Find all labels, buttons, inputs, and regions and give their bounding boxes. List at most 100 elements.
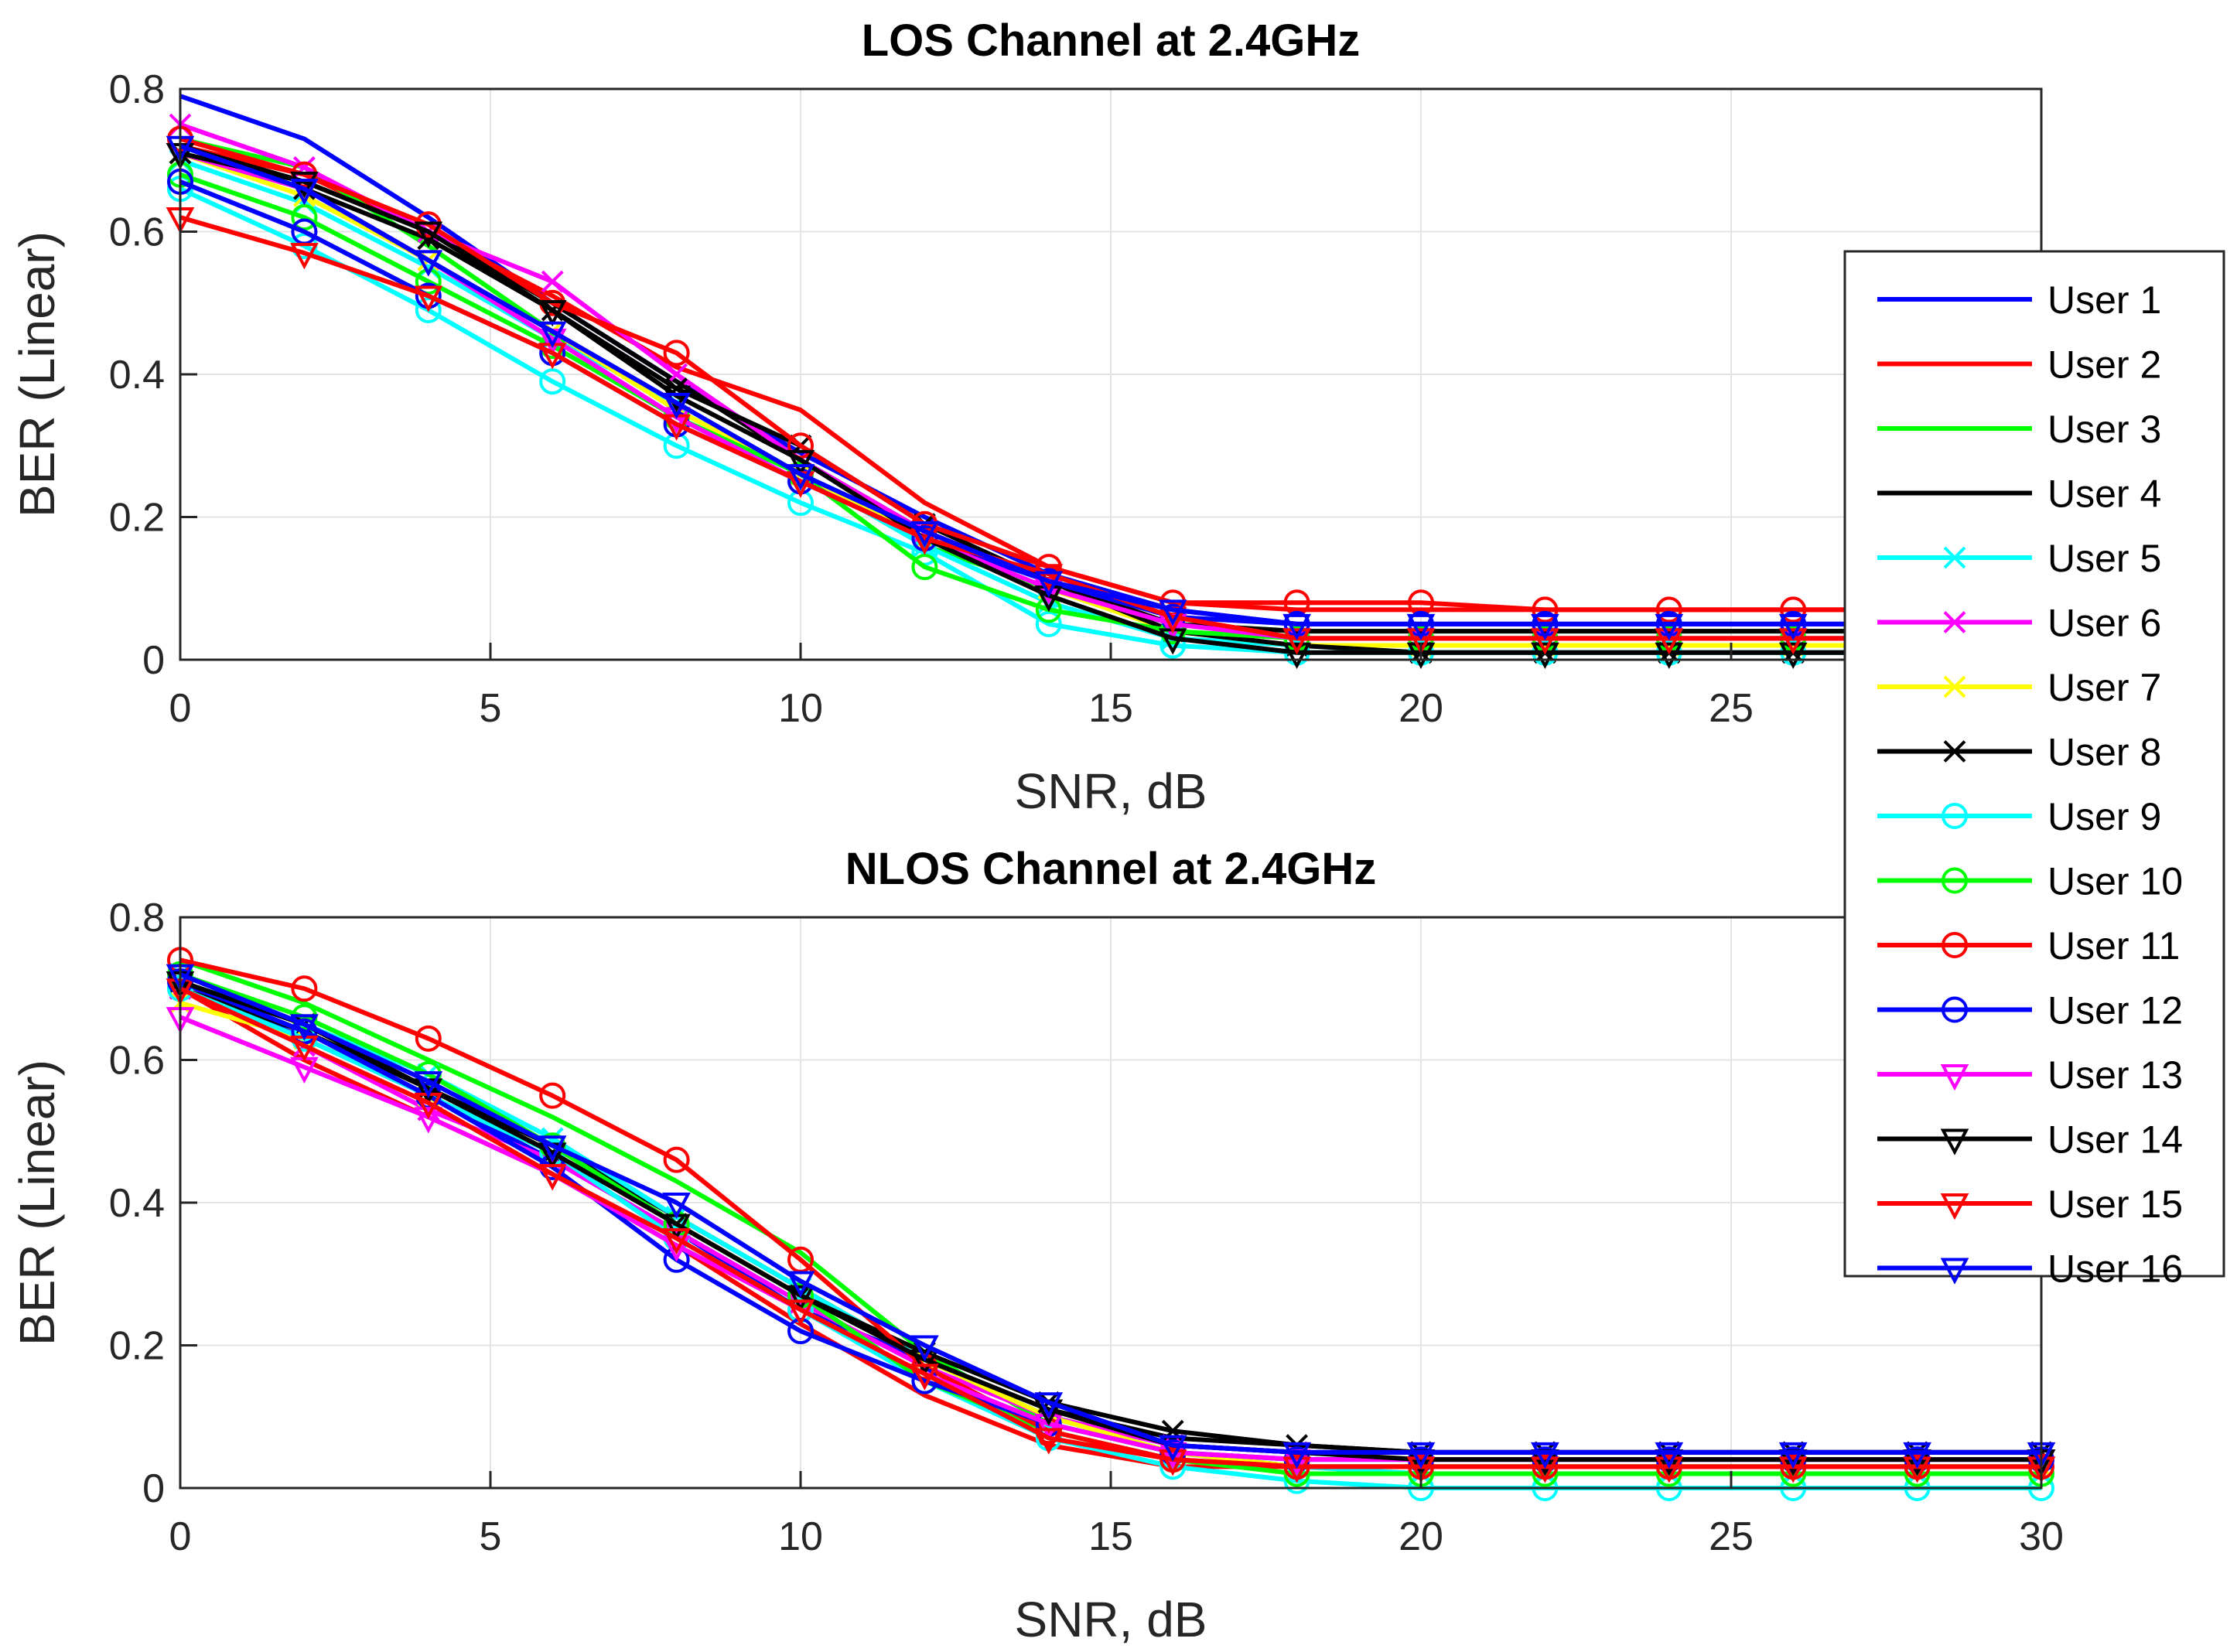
legend-entry-user-9: User 9 — [1877, 795, 2161, 838]
legend-label: User 1 — [2047, 278, 2161, 322]
nlos-data-point — [1531, 1456, 1559, 1483]
legend-marker — [1943, 675, 1966, 698]
los-data-point — [538, 299, 567, 327]
nlos-series-line — [179, 986, 2041, 1469]
los-data-point — [663, 432, 690, 459]
nlos-data-point — [786, 1299, 815, 1326]
legend-label: User 3 — [2047, 408, 2161, 451]
nlos-data-point — [1904, 1460, 1931, 1487]
legend-marker — [1942, 932, 1968, 958]
los-data-point — [539, 368, 566, 395]
nlos-data-point — [538, 1164, 567, 1191]
los-data-point — [1406, 628, 1436, 655]
los-data-point — [290, 179, 319, 206]
nlos-y-axis-label: BER (Linear) — [9, 1060, 65, 1346]
legend-box — [1843, 250, 2225, 1278]
legend-label: User 7 — [2047, 666, 2161, 709]
nlos-data-point — [1034, 1428, 1064, 1455]
legend-entry-user-15: User 15 — [1877, 1183, 2183, 1226]
los-data-point — [290, 171, 319, 199]
legend-marker — [1942, 803, 1968, 829]
los-data-point — [1282, 613, 1311, 641]
los-data-point — [911, 554, 938, 581]
los-data-point — [786, 449, 815, 476]
legend-entry-user-16: User 16 — [1877, 1248, 2183, 1291]
legend-marker — [1942, 996, 1968, 1023]
legend: User 1 User 2 User 3 User 4 User 5 User 6 User… — [1843, 250, 2225, 1291]
legend-label: User 15 — [2047, 1183, 2183, 1226]
nlos-data-point — [1903, 1456, 1931, 1483]
nlos-series-line — [179, 972, 2041, 1455]
los-data-point — [291, 204, 318, 231]
nlos-data-point — [414, 1071, 443, 1098]
legend-label: User 5 — [2047, 537, 2161, 580]
legend-entry-user-2: User 2 — [1877, 343, 2161, 387]
los-series-line — [179, 143, 2041, 634]
los-data-point — [1034, 571, 1064, 598]
los-x-tick-label: 0 — [169, 686, 192, 731]
legend-entry-user-4: User 4 — [1877, 473, 2161, 516]
legend-marker — [1940, 1193, 1969, 1220]
nlos-data-point — [786, 1285, 815, 1312]
los-series-line — [179, 143, 2041, 626]
los-data-point — [415, 296, 442, 323]
nlos-data-point — [539, 1082, 566, 1109]
legend-label: User 2 — [2047, 343, 2161, 387]
los-data-point — [1778, 628, 1808, 655]
legend-label: User 6 — [2047, 602, 2161, 645]
nlos-data-point — [1158, 1435, 1187, 1462]
los-x-tick-label: 25 — [1709, 686, 1754, 731]
nlos-x-tick-label: 25 — [1709, 1514, 1754, 1559]
los-data-point — [1406, 613, 1436, 641]
legend-marker — [1943, 740, 1966, 763]
nlos-data-point — [1903, 1442, 1931, 1469]
los-data-point — [1158, 599, 1187, 626]
nlos-data-point — [415, 1025, 442, 1052]
legend-marker — [1943, 611, 1966, 633]
los-data-point — [1655, 596, 1682, 623]
nlos-chart-title: NLOS Channel at 2.4GHz — [845, 844, 1376, 894]
nlos-data-point — [663, 1146, 690, 1173]
nlos-data-point — [1780, 1460, 1807, 1487]
nlos-data-point — [663, 1246, 690, 1273]
los-chart-title: LOS Channel at 2.4GHz — [862, 15, 1361, 66]
los-data-point — [663, 340, 690, 367]
nlos-data-point — [538, 1135, 567, 1162]
los-series-line — [179, 136, 2041, 613]
legend-entry-user-7: User 7 — [1877, 666, 2161, 709]
legend-entry-user-5: User 5 — [1877, 537, 2161, 580]
nlos-data-point — [910, 1349, 939, 1377]
los-data-point — [1531, 642, 1559, 670]
los-data-point — [1035, 596, 1062, 623]
nlos-data-point — [1655, 1442, 1684, 1469]
nlos-data-point — [1283, 1467, 1310, 1494]
los-data-point — [1282, 628, 1311, 655]
legend-entry-user-12: User 12 — [1877, 989, 2183, 1032]
nlos-x-tick-label: 30 — [2019, 1514, 2064, 1559]
legend-entry-user-3: User 3 — [1877, 408, 2161, 451]
nlos-data-point — [414, 1107, 443, 1134]
legend-entry-user-8: User 8 — [1877, 731, 2161, 774]
nlos-x-tick-label: 0 — [169, 1514, 192, 1559]
los-data-point — [1159, 632, 1187, 659]
los-data-point — [541, 270, 564, 293]
legend-label: User 13 — [2047, 1053, 2183, 1097]
legend-entry-user-6: User 6 — [1877, 602, 2161, 645]
los-data-point — [1778, 642, 1808, 670]
los-data-point — [414, 221, 443, 248]
los-data-point — [1282, 642, 1311, 670]
los-y-tick-label: 0.2 — [109, 496, 165, 541]
legend-label: User 8 — [2047, 731, 2161, 774]
los-data-point — [415, 268, 442, 295]
nlos-data-point — [1158, 1449, 1187, 1476]
legend-entry-user-13: User 13 — [1877, 1053, 2183, 1097]
los-y-tick-label: 0.6 — [109, 210, 165, 255]
nlos-data-point — [1034, 1392, 1064, 1419]
los-x-axis-label: SNR, dB — [1015, 763, 1207, 819]
legend-marker — [1940, 1258, 1969, 1285]
los-x-tick-label: 10 — [778, 686, 823, 731]
legend-label: User 4 — [2047, 473, 2161, 516]
los-data-point — [1655, 613, 1684, 641]
